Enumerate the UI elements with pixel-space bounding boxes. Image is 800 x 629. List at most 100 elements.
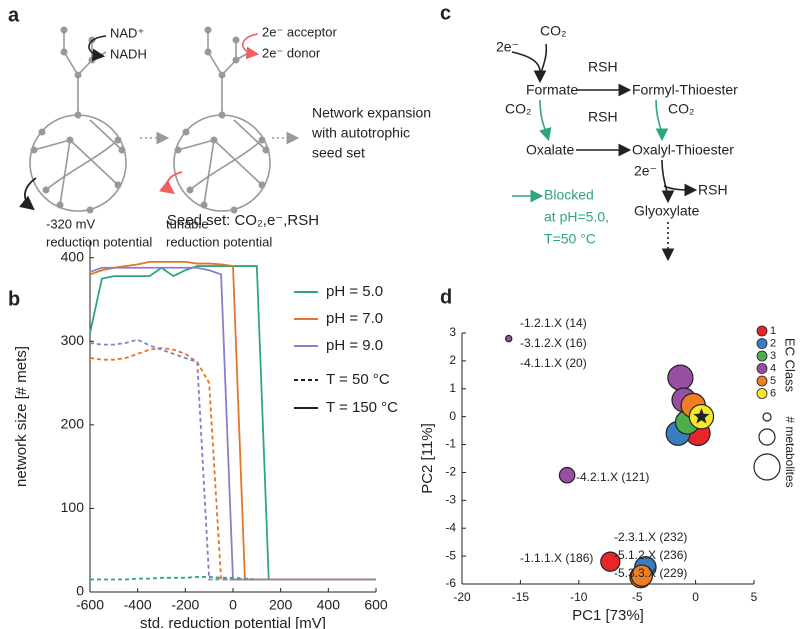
x-tick-label: 400 bbox=[317, 597, 341, 613]
legend-swatch bbox=[756, 350, 768, 362]
x-tick-label: 0 bbox=[692, 590, 699, 604]
x-axis-label: std. reduction potential [mV] bbox=[140, 615, 326, 629]
x-axis-label: PC1 [73%] bbox=[572, 607, 644, 624]
annotation: -5.1.2.X (236) bbox=[614, 548, 687, 562]
x-tick-label: 200 bbox=[269, 597, 293, 613]
molecule: RSH bbox=[588, 109, 618, 125]
caption: reduction potential bbox=[46, 234, 152, 249]
y-axis-label: PC2 [11%] bbox=[419, 423, 436, 494]
annotation: -3.1.2.X (16) bbox=[520, 336, 587, 350]
chart-title: Seed set: CO₂,e⁻,RSH bbox=[167, 212, 319, 229]
network-right bbox=[173, 26, 271, 214]
y-tick-label: -3 bbox=[445, 493, 456, 507]
y-tick-label: 200 bbox=[61, 416, 85, 432]
star-marker bbox=[693, 408, 710, 424]
legend-label: pH = 7.0 bbox=[326, 310, 383, 327]
potential-arrow bbox=[19, 177, 37, 211]
x-tick-label: -20 bbox=[453, 590, 471, 604]
expansion-text: seed set bbox=[312, 145, 365, 161]
molecule: 2e⁻ bbox=[496, 39, 519, 55]
legend-title: EC Class bbox=[783, 338, 798, 393]
legend-label: 4 bbox=[770, 362, 776, 374]
cofactor-label: 2e⁻ acceptor bbox=[262, 24, 337, 39]
x-tick-label: -200 bbox=[171, 597, 199, 613]
molecule: Oxalyl-Thioester bbox=[632, 142, 734, 158]
annotation: -5.3.3.X (229) bbox=[614, 566, 687, 580]
network-left bbox=[29, 26, 127, 214]
annotation: -1.1.1.X (186) bbox=[520, 551, 593, 565]
legend-swatch bbox=[756, 338, 768, 349]
panel-label: d bbox=[440, 286, 452, 308]
y-tick-label: -4 bbox=[445, 520, 456, 534]
bubble bbox=[600, 551, 621, 572]
molecule: Formate bbox=[526, 82, 578, 98]
redox-arrow bbox=[241, 33, 260, 60]
molecule: Formyl-Thioester bbox=[632, 82, 738, 98]
bubble bbox=[504, 334, 513, 343]
legend-swatch bbox=[756, 388, 768, 399]
line bbox=[89, 338, 376, 581]
y-tick-label: -1 bbox=[445, 437, 456, 451]
legend-label: pH = 9.0 bbox=[326, 337, 383, 354]
molecule: CO₂ bbox=[505, 101, 531, 117]
panel-label: b bbox=[8, 288, 20, 310]
molecule: Glyoxylate bbox=[634, 203, 700, 219]
potential-arrow bbox=[159, 171, 183, 195]
y-tick-label: -2 bbox=[445, 465, 456, 479]
y-tick-label: -5 bbox=[445, 548, 456, 562]
y-tick-label: 400 bbox=[61, 248, 85, 264]
molecule: CO₂ bbox=[668, 101, 694, 117]
bubble bbox=[558, 466, 576, 484]
y-tick-label: 2 bbox=[449, 353, 456, 367]
caption: tunable bbox=[166, 216, 209, 231]
expansion-text: Network expansion bbox=[312, 105, 431, 121]
panel-label: c bbox=[440, 2, 451, 24]
x-tick-label: -10 bbox=[570, 590, 588, 604]
legend-label: 1 bbox=[770, 325, 776, 337]
y-axis-label: network size [# mets] bbox=[13, 346, 30, 487]
annotation: -1.2.1.X (14) bbox=[520, 316, 587, 330]
legend-label: 2 bbox=[770, 337, 776, 349]
expansion-text: with autotrophic bbox=[311, 125, 410, 141]
legend-label: pH = 5.0 bbox=[326, 283, 383, 300]
cofactor-label: NAD⁺ bbox=[110, 25, 144, 40]
annotation: -4.2.1.X (121) bbox=[576, 470, 649, 484]
x-tick-label: -15 bbox=[512, 590, 530, 604]
blocked-note: at pH=5.0, bbox=[544, 209, 609, 225]
blocked-note: Blocked bbox=[544, 187, 594, 203]
y-tick-label: -6 bbox=[445, 576, 456, 590]
cofactor-label: 2e⁻ donor bbox=[262, 45, 321, 60]
redox-arrow bbox=[88, 35, 107, 62]
legend-label: 6 bbox=[770, 387, 776, 399]
y-tick-label: 0 bbox=[449, 409, 456, 423]
legend-swatch bbox=[756, 363, 768, 374]
size-legend-title: # metabolites bbox=[783, 416, 797, 487]
x-tick-label: 0 bbox=[229, 597, 237, 613]
molecule: RSH bbox=[698, 182, 728, 198]
y-tick-label: 0 bbox=[76, 583, 84, 599]
legend-swatch bbox=[756, 375, 768, 387]
legend-label: T = 50 °C bbox=[326, 371, 390, 388]
x-tick-label: 600 bbox=[364, 597, 388, 613]
y-tick-label: 100 bbox=[61, 499, 85, 515]
bubble bbox=[630, 564, 654, 587]
caption: -320 mV bbox=[46, 216, 95, 231]
annotation: -4.1.1.X (20) bbox=[520, 356, 587, 370]
pathway-arrows bbox=[511, 43, 698, 262]
y-tick-label: 300 bbox=[61, 332, 85, 348]
size-legend bbox=[753, 412, 781, 481]
x-tick-label: 5 bbox=[751, 590, 758, 604]
molecule: RSH bbox=[588, 59, 618, 75]
molecule: Oxalate bbox=[526, 142, 574, 158]
bubble bbox=[667, 364, 694, 391]
annotation: -2.3.1.X (232) bbox=[614, 530, 687, 544]
molecule: CO₂ bbox=[540, 23, 566, 39]
y-tick-label: 1 bbox=[449, 381, 456, 395]
legend-label: 5 bbox=[770, 375, 776, 387]
panel-label: a bbox=[8, 4, 20, 26]
caption: reduction potential bbox=[166, 234, 272, 249]
x-tick-label: -600 bbox=[76, 597, 104, 613]
legend-swatch bbox=[756, 325, 768, 337]
x-tick-label: -5 bbox=[632, 590, 643, 604]
